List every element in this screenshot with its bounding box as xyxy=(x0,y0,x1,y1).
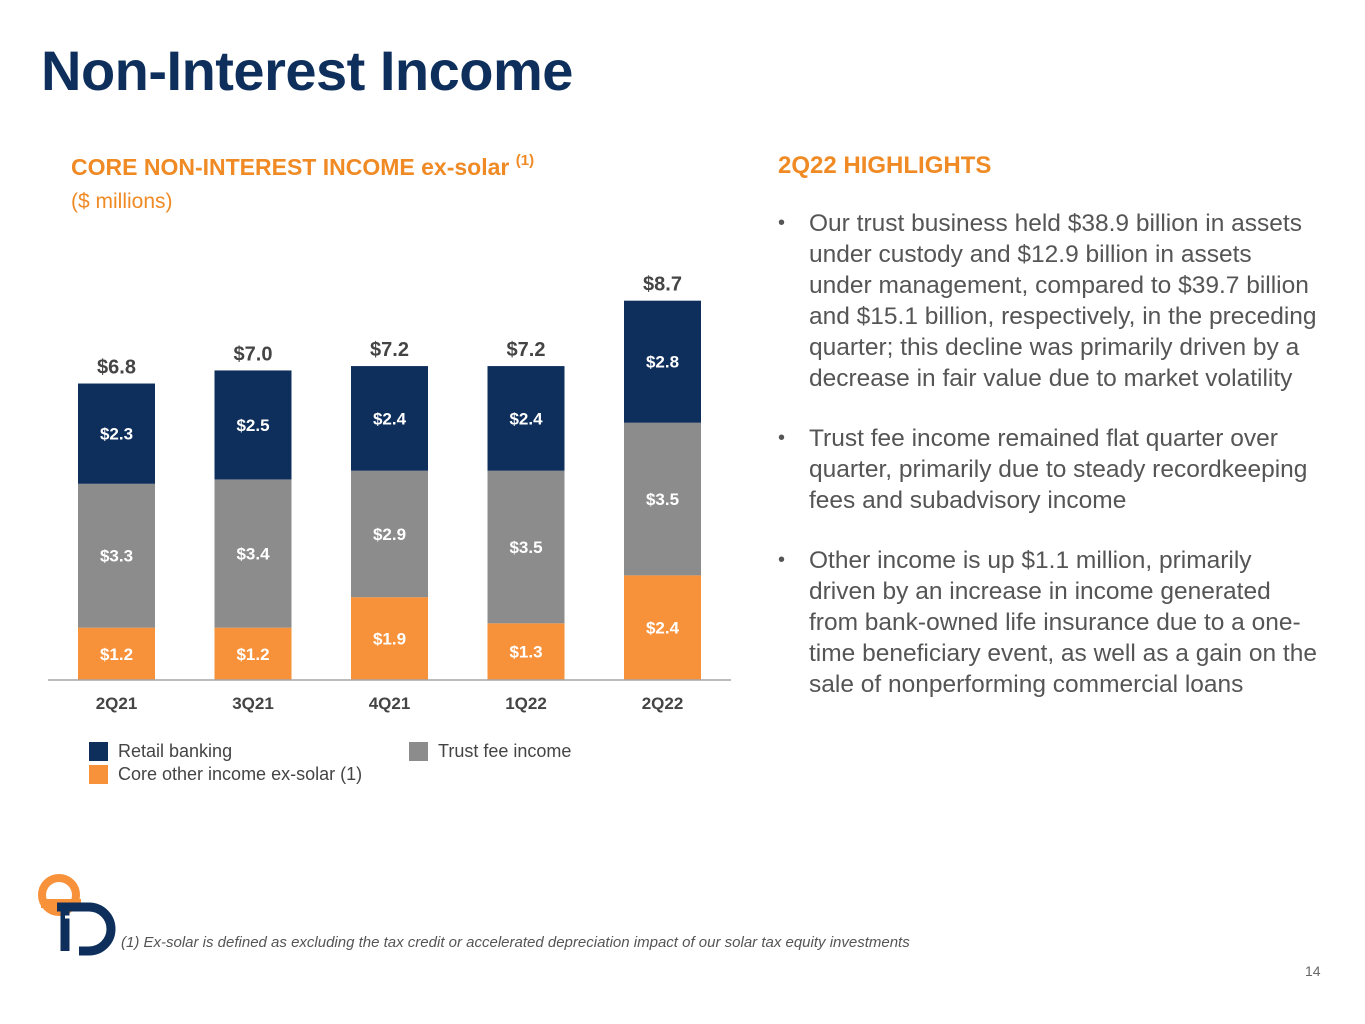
bar-segment xyxy=(78,383,155,484)
legend-item-trust-fee-income: Trust fee income xyxy=(409,741,571,762)
highlight-item: • Trust fee income remained flat quarter … xyxy=(778,423,1318,516)
page-number: 14 xyxy=(1305,963,1321,979)
highlights-title: 2Q22 HIGHLIGHTS xyxy=(778,152,992,179)
x-tick-label: 4Q21 xyxy=(369,694,411,713)
bar-segment xyxy=(624,575,701,680)
chart-subtitle: ($ millions) xyxy=(71,190,173,213)
data-label: $1.3 xyxy=(509,643,542,662)
bar-segment xyxy=(351,366,428,471)
highlight-item: • Other income is up $1.1 million, primar… xyxy=(778,545,1318,700)
chart-title: CORE NON-INTEREST INCOME ex-solar (1) xyxy=(71,152,534,181)
legend-swatch-retail-banking xyxy=(89,742,108,761)
bar-segment xyxy=(214,479,292,628)
legend-label-core-other-income: Core other income ex-solar (1) xyxy=(118,764,363,784)
bar-segment xyxy=(487,623,565,680)
x-tick-label: 3Q21 xyxy=(232,694,274,713)
total-label: $7.0 xyxy=(234,343,273,365)
highlight-text: Trust fee income remained flat quarter o… xyxy=(809,425,1308,514)
total-label: $6.8 xyxy=(97,357,136,379)
stacked-bar-chart: $1.2 $3.3 $2.3 $6.8 2Q21 $1.2 $3.4 $2.5 $7.0 3Q21… xyxy=(48,274,731,713)
legend-swatch-core-other-income xyxy=(89,765,108,784)
x-tick-label: 1Q22 xyxy=(505,694,547,713)
page-title: Non-Interest Income xyxy=(41,39,573,102)
total-label: $8.7 xyxy=(643,274,682,296)
data-label: $3.5 xyxy=(509,538,542,557)
data-label: $2.3 xyxy=(100,425,133,444)
bar-segment xyxy=(487,470,565,624)
bar-segment xyxy=(624,422,701,576)
highlight-text: Other income is up $1.1 million, primari… xyxy=(809,547,1317,698)
data-label: $2.8 xyxy=(646,353,679,372)
data-label: $1.2 xyxy=(100,645,133,664)
legend-item-core-other-income: Core other income ex-solar (1) xyxy=(89,764,362,785)
data-label: $2.5 xyxy=(236,416,269,435)
legend-label-trust-fee-income: Trust fee income xyxy=(438,741,572,761)
data-label: $3.3 xyxy=(100,547,133,566)
footnote: (1) Ex-solar is defined as excluding the… xyxy=(121,934,910,951)
bar-segment xyxy=(214,627,292,680)
bar-segment xyxy=(214,370,292,480)
data-label: $3.4 xyxy=(236,545,270,564)
highlight-item: • Our trust business held $38.9 billion i… xyxy=(778,208,1318,394)
bar-segment xyxy=(351,470,428,598)
highlight-text: Our trust business held $38.9 billion in… xyxy=(809,210,1317,392)
data-label: $1.2 xyxy=(236,645,269,664)
total-label: $7.2 xyxy=(370,339,409,361)
bar-segment xyxy=(487,366,565,471)
bar-segment xyxy=(78,627,155,680)
data-label: $2.4 xyxy=(373,409,407,428)
chart-title-text: CORE NON-INTEREST INCOME ex-solar xyxy=(71,154,510,180)
x-tick-label: 2Q21 xyxy=(96,694,138,713)
legend-swatch-trust-fee-income xyxy=(409,742,428,761)
legend-label-retail-banking: Retail banking xyxy=(118,741,233,761)
chart-title-footnote-ref: (1) xyxy=(515,152,535,169)
bar-segment xyxy=(624,300,701,423)
total-label: $7.2 xyxy=(507,339,546,361)
company-logo-icon xyxy=(38,874,116,956)
bullet-icon: • xyxy=(778,427,786,449)
highlights-list: • Our trust business held $38.9 billion i… xyxy=(778,208,1318,729)
bullet-icon: • xyxy=(778,212,786,234)
bullet-icon: • xyxy=(778,549,786,571)
data-label: $3.5 xyxy=(646,490,679,509)
legend-item-retail-banking: Retail banking xyxy=(89,741,232,762)
data-label: $1.9 xyxy=(373,630,406,649)
data-label: $2.9 xyxy=(373,525,406,544)
bar-segment xyxy=(351,597,428,680)
x-tick-label: 2Q22 xyxy=(642,694,684,713)
bar-segment xyxy=(78,483,155,628)
data-label: $2.4 xyxy=(509,409,543,428)
data-label: $2.4 xyxy=(646,619,680,638)
